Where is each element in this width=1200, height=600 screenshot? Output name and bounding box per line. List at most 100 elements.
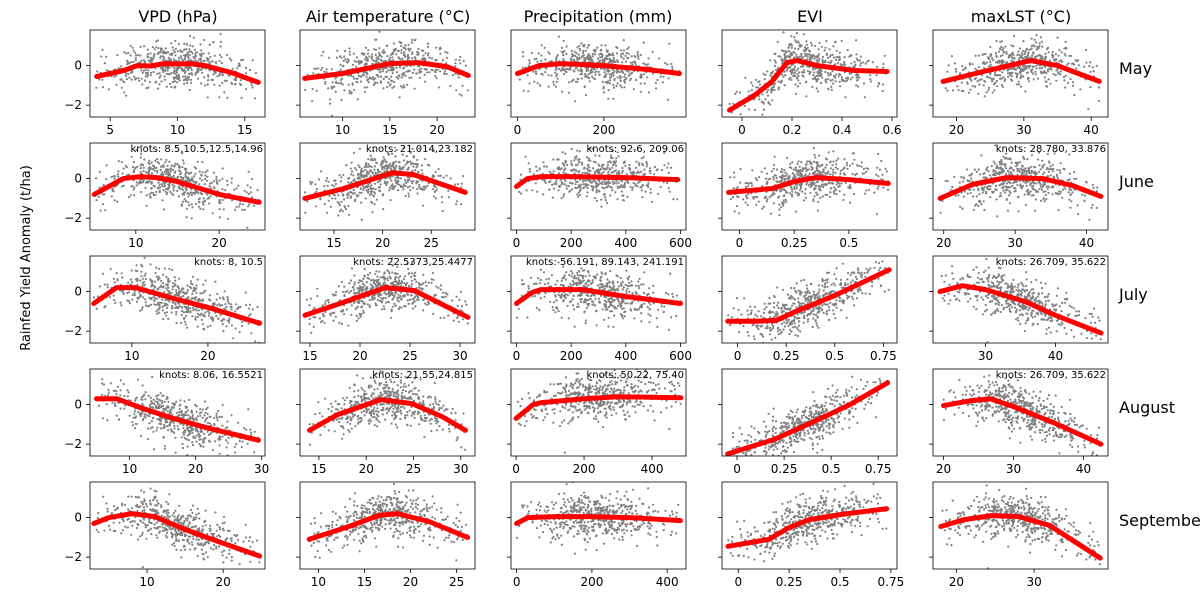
scatter-point (836, 167, 839, 171)
scatter-point (615, 182, 618, 185)
scatter-point (385, 183, 388, 187)
scatter-point (416, 158, 419, 162)
scatter-point (827, 78, 830, 81)
scatter-point (746, 203, 749, 206)
scatter-point (213, 54, 216, 57)
scatter-point (206, 193, 209, 196)
scatter-point (667, 187, 670, 190)
scatter-points (728, 31, 887, 116)
spline-fit-line (302, 60, 471, 81)
scatter-point (801, 167, 804, 170)
scatter-point (810, 44, 814, 47)
scatter-point (418, 147, 421, 150)
x-tick-label: 40 (1084, 123, 1099, 137)
scatter-point (875, 173, 878, 176)
scatter-point (624, 54, 627, 58)
scatter-point (135, 184, 138, 187)
scatter-point (527, 90, 530, 93)
scatter-point (201, 71, 204, 74)
scatter-point (833, 192, 836, 195)
scatter-point (182, 193, 186, 196)
scatter-point (551, 183, 554, 186)
scatter-point (813, 173, 816, 176)
scatter-point (218, 179, 221, 182)
scatter-point (843, 62, 846, 65)
scatter-point (1044, 52, 1047, 56)
scatter-point (662, 181, 665, 184)
scatter-point (162, 188, 165, 192)
scatter-point (102, 183, 105, 187)
scatter-point (1064, 54, 1067, 57)
scatter-point (623, 75, 626, 78)
scatter-point (417, 47, 420, 51)
scatter-point (819, 172, 822, 175)
scatter-point (1024, 65, 1027, 68)
scatter-point (1026, 65, 1029, 68)
scatter-point (611, 157, 614, 160)
scatter-point (739, 167, 742, 171)
scatter-point (810, 161, 813, 164)
scatter-point (400, 76, 403, 79)
scatter-point (157, 181, 160, 184)
scatter-point (780, 181, 783, 184)
scatter-point (555, 73, 559, 76)
scatter-point (594, 71, 597, 74)
scatter-point (814, 156, 817, 159)
scatter-point (1000, 84, 1004, 87)
scatter-point (370, 53, 374, 56)
scatter-point (795, 210, 798, 213)
scatter-point (829, 167, 833, 170)
scatter-point (105, 55, 108, 58)
scatter-point (147, 86, 150, 89)
scatter-point (1072, 81, 1075, 84)
scatter-point (552, 80, 555, 83)
scatter-point (983, 80, 987, 83)
scatter-point (855, 39, 858, 42)
scatter-point (323, 203, 326, 206)
scatter-point (1004, 45, 1007, 48)
scatter-point (366, 52, 370, 55)
scatter-point (218, 208, 221, 211)
scatter-point (401, 57, 404, 60)
x-tick-label: 5 (106, 123, 114, 137)
scatter-point (188, 72, 191, 75)
scatter-point (162, 70, 165, 74)
scatter-point (414, 162, 417, 165)
scatter-point (641, 164, 645, 167)
scatter-point (999, 40, 1002, 43)
scatter-point (978, 79, 981, 82)
scatter-point (535, 57, 538, 61)
scatter-point (193, 48, 197, 51)
scatter-point (124, 164, 127, 167)
scatter-point (536, 82, 539, 85)
scatter-point (249, 191, 252, 194)
scatter-point (1011, 51, 1014, 54)
scatter-point (1064, 74, 1067, 77)
scatter-point (543, 46, 546, 49)
scatter-point (649, 169, 652, 172)
scatter-point (637, 57, 640, 60)
scatter-point (816, 209, 820, 212)
scatter-point (416, 192, 419, 195)
scatter-point (612, 182, 615, 185)
scatter-point (987, 86, 991, 89)
scatter-point (875, 213, 879, 216)
scatter-point (367, 182, 370, 186)
scatter-point (605, 73, 608, 76)
scatter-point (159, 165, 163, 168)
scatter-point (365, 59, 368, 62)
scatter-point (592, 180, 595, 183)
scatter-point (311, 100, 314, 103)
scatter-point (615, 164, 618, 167)
scatter-point (764, 196, 767, 199)
scatter-point (640, 76, 643, 79)
scatter-point (1039, 54, 1042, 58)
scatter-point (586, 54, 589, 58)
scatter-point (577, 77, 580, 80)
scatter-point (578, 150, 582, 153)
scatter-point (827, 151, 830, 154)
scatter-point (243, 189, 246, 192)
scatter-point (821, 76, 824, 79)
scatter-point (314, 183, 317, 186)
scatter-point (190, 50, 193, 53)
